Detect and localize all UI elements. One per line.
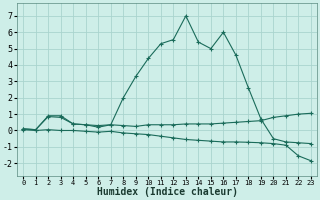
X-axis label: Humidex (Indice chaleur): Humidex (Indice chaleur)	[97, 187, 237, 197]
